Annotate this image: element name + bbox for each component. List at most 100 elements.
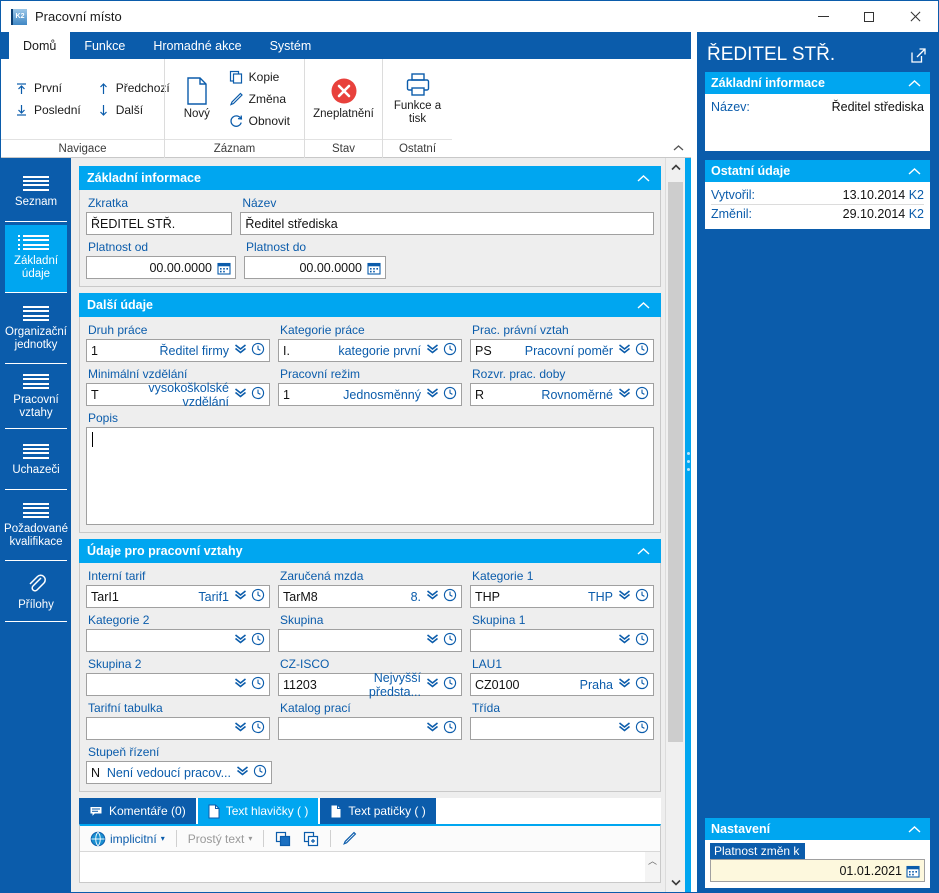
edit-button[interactable]: [338, 830, 361, 847]
platnost-zmen-k-input[interactable]: 01.01.2021: [710, 859, 925, 882]
ribbon-button-funkce-a-tisk[interactable]: Funkce a tisk: [391, 69, 444, 129]
platnost-od-input[interactable]: 00.00.0000: [86, 256, 236, 279]
maximize-button[interactable]: [846, 1, 892, 32]
calendar-icon[interactable]: [367, 261, 381, 275]
tab-text-hlavicky[interactable]: Text hlavičky ( ): [197, 798, 319, 824]
copy-add-block-button[interactable]: [299, 830, 323, 848]
double-chevron-down-icon[interactable]: [234, 633, 247, 648]
rozvr-prac-doby-input[interactable]: R Rovnoměrné: [470, 383, 654, 406]
zarucena-mzda-input[interactable]: TarM8 8.: [278, 585, 462, 608]
format-selector[interactable]: Prostý text ▾: [184, 831, 257, 847]
copy-block-button[interactable]: [271, 830, 295, 848]
ribbon-button-obnovit[interactable]: Obnovit: [223, 112, 296, 130]
clock-history-icon[interactable]: [635, 386, 649, 403]
chevron-up-icon[interactable]: [904, 161, 924, 181]
double-chevron-down-icon[interactable]: [234, 343, 247, 358]
clock-history-icon[interactable]: [635, 720, 649, 737]
platnost-do-input[interactable]: 00.00.0000: [244, 256, 386, 279]
double-chevron-down-icon[interactable]: [236, 765, 249, 780]
clock-history-icon[interactable]: [635, 632, 649, 649]
sidebar-item-organizacni-jednotky[interactable]: Organizační jednotky: [5, 296, 67, 364]
clock-history-icon[interactable]: [635, 588, 649, 605]
clock-history-icon[interactable]: [443, 342, 457, 359]
chevron-up-icon[interactable]: [904, 819, 924, 839]
ribbon-collapse-button[interactable]: [671, 141, 685, 155]
clock-history-icon[interactable]: [251, 632, 265, 649]
sidebar-item-uchazeci[interactable]: Uchazeči: [5, 432, 67, 490]
katalog-praci-input[interactable]: [278, 717, 462, 740]
ribbon-button-kopie[interactable]: Kopie: [223, 68, 296, 86]
clock-history-icon[interactable]: [635, 342, 649, 359]
trida-input[interactable]: [470, 717, 654, 740]
editor-text-body[interactable]: ︿: [80, 852, 660, 882]
double-chevron-down-icon[interactable]: [234, 589, 247, 604]
chevron-up-icon[interactable]: ︿: [647, 856, 657, 866]
tarifni-tabulka-input[interactable]: [86, 717, 270, 740]
section-header-udaje-pro-pracovni-vztahy[interactable]: Údaje pro pracovní vztahy: [79, 539, 661, 563]
double-chevron-down-icon[interactable]: [426, 387, 439, 402]
tab-text-paticky[interactable]: Text patičky ( ): [320, 798, 436, 824]
open-external-icon[interactable]: [908, 45, 928, 65]
lau1-input[interactable]: CZ0100 Praha: [470, 673, 654, 696]
clock-history-icon[interactable]: [253, 764, 267, 781]
double-chevron-down-icon[interactable]: [426, 677, 439, 692]
double-chevron-down-icon[interactable]: [426, 343, 439, 358]
scroll-thumb[interactable]: [668, 182, 683, 742]
language-selector[interactable]: implicitní ▾: [86, 830, 169, 848]
clock-history-icon[interactable]: [635, 676, 649, 693]
double-chevron-down-icon[interactable]: [426, 721, 439, 736]
right-section-header-ostatni-udaje[interactable]: Ostatní údaje: [705, 160, 930, 182]
ribbon-tab-system[interactable]: Systém: [269, 38, 312, 53]
ribbon-tab-funkce[interactable]: Funkce: [84, 38, 126, 53]
ribbon-tab-hromadne-akce[interactable]: Hromadné akce: [153, 38, 242, 53]
form-vertical-scrollbar[interactable]: [665, 158, 685, 892]
ribbon-button-prvni[interactable]: První: [9, 79, 87, 97]
ribbon-button-posledni[interactable]: Poslední: [9, 101, 87, 119]
clock-history-icon[interactable]: [251, 588, 265, 605]
ribbon-button-zneplatneni[interactable]: Zneplatnění: [311, 73, 376, 124]
double-chevron-down-icon[interactable]: [426, 633, 439, 648]
clock-history-icon[interactable]: [251, 342, 265, 359]
ribbon-button-dalsi[interactable]: Další: [91, 101, 176, 119]
clock-history-icon[interactable]: [251, 386, 265, 403]
zkratka-input[interactable]: ŘEDITEL STŘ.: [86, 212, 233, 235]
minimize-button[interactable]: [800, 1, 846, 32]
panel-splitter[interactable]: [685, 158, 691, 892]
double-chevron-down-icon[interactable]: [234, 677, 247, 692]
sidebar-item-pozadovane-kvalifikace[interactable]: Požadované kvalifikace: [4, 493, 68, 561]
clock-history-icon[interactable]: [443, 632, 457, 649]
nazev-input[interactable]: Ředitel střediska: [240, 212, 654, 235]
double-chevron-down-icon[interactable]: [426, 589, 439, 604]
double-chevron-down-icon[interactable]: [618, 633, 631, 648]
scroll-up-button[interactable]: [666, 158, 685, 177]
clock-history-icon[interactable]: [443, 676, 457, 693]
sidebar-item-pracovni-vztahy[interactable]: Pracovní vztahy: [5, 367, 67, 429]
double-chevron-down-icon[interactable]: [234, 721, 247, 736]
clock-history-icon[interactable]: [251, 720, 265, 737]
sidebar-item-zakladni-udaje[interactable]: Základní údaje: [5, 225, 67, 293]
section-header-zakladni-informace[interactable]: Základní informace: [79, 166, 661, 190]
right-section-header-nastaveni[interactable]: Nastavení: [705, 818, 930, 840]
kategorie-1-input[interactable]: THP THP: [470, 585, 654, 608]
prac-pravni-vztah-input[interactable]: PS Pracovní poměr: [470, 339, 654, 362]
popis-textarea[interactable]: [86, 427, 654, 525]
chevron-up-icon[interactable]: [904, 73, 924, 93]
clock-history-icon[interactable]: [443, 386, 457, 403]
clock-history-icon[interactable]: [443, 720, 457, 737]
chevron-up-icon[interactable]: [633, 295, 653, 315]
druh-prace-input[interactable]: 1 Ředitel firmy: [86, 339, 270, 362]
double-chevron-down-icon[interactable]: [618, 589, 631, 604]
scroll-down-button[interactable]: [666, 873, 685, 892]
section-header-dalsi-udaje[interactable]: Další údaje: [79, 293, 661, 317]
sidebar-item-seznam[interactable]: Seznam: [5, 164, 67, 222]
clock-history-icon[interactable]: [251, 676, 265, 693]
chevron-up-icon[interactable]: [633, 168, 653, 188]
tab-komentare[interactable]: Komentáře (0): [79, 798, 196, 824]
kategorie-prace-input[interactable]: I. kategorie první: [278, 339, 462, 362]
ribbon-button-predchozi[interactable]: Předchozí: [91, 79, 176, 97]
skupina-input[interactable]: [278, 629, 462, 652]
minimalni-vzdelani-input[interactable]: T vysokoškolské vzdělání: [86, 381, 270, 409]
skupina-2-input[interactable]: [86, 673, 270, 696]
double-chevron-down-icon[interactable]: [234, 387, 247, 402]
kategorie-2-input[interactable]: [86, 629, 270, 652]
